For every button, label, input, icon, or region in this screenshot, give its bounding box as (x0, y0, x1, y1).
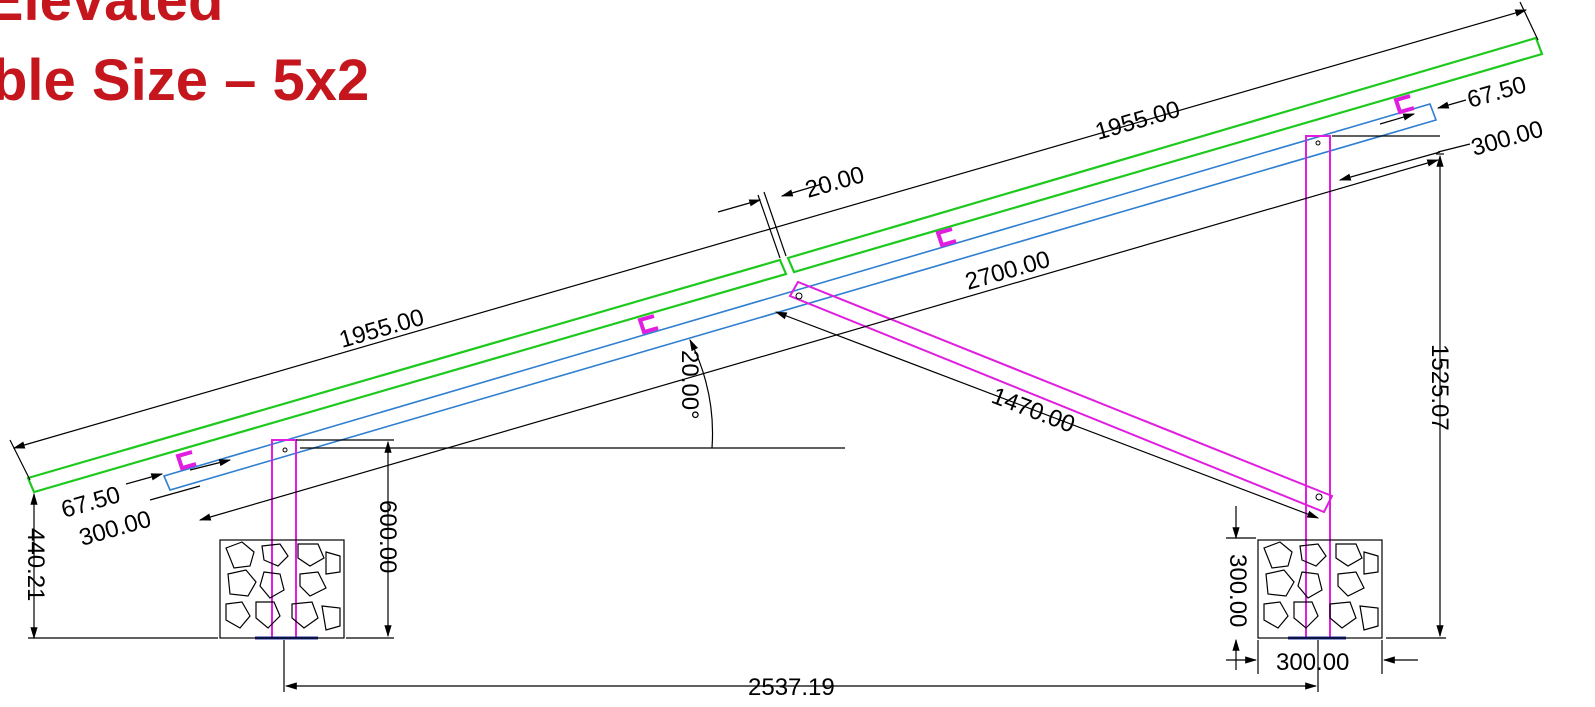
solar-panels (26, 36, 1544, 494)
dim-front-clearance: 440.21 (22, 528, 49, 601)
diagonal-brace (788, 280, 1334, 514)
dimension-lines (9, 1, 1539, 692)
dim-footing-height: 300.00 (1224, 554, 1251, 627)
dim-offset-rear: 300.00 (1468, 116, 1546, 162)
dim-tilt-angle: 20.00° (676, 350, 703, 420)
footing-rear (1257, 539, 1383, 639)
dim-post-spacing: 2537.19 (748, 674, 835, 701)
panel-lower (26, 258, 788, 494)
dim-panel-gap: 20.00 (802, 161, 867, 204)
dim-rail-length: 2700.00 (962, 246, 1053, 296)
dim-overhang-rear: 67.50 (1464, 71, 1529, 114)
dim-rear-height: 1525.07 (1426, 344, 1453, 431)
mounting-rail (162, 103, 1438, 491)
dim-footing-width: 300.00 (1276, 649, 1349, 676)
purlin-clamps (175, 94, 1415, 471)
footing-front (219, 539, 345, 639)
dim-front-post-height: 600.00 (374, 500, 401, 573)
dim-panel-lower: 1955.00 (336, 304, 427, 354)
rail (162, 103, 1438, 491)
dim-brace-length: 1470.00 (988, 382, 1079, 438)
support-structure (255, 135, 1346, 640)
dim-panel-upper: 1955.00 (1092, 96, 1183, 146)
